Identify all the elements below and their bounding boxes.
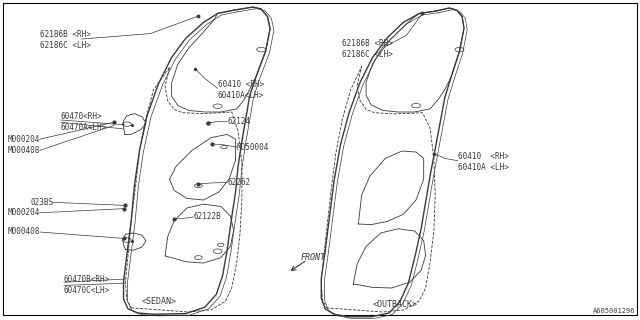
Text: 60410  <RH>
60410A <LH>: 60410 <RH> 60410A <LH> (458, 152, 508, 172)
Text: 023BS: 023BS (31, 198, 54, 207)
Text: 62186B <RH>
62186C <LH>: 62186B <RH> 62186C <LH> (40, 30, 90, 50)
Text: 60470B<RH>
60470C<LH>: 60470B<RH> 60470C<LH> (64, 275, 110, 295)
Text: M050004: M050004 (237, 143, 269, 152)
Text: 62186B <RH>
62186C <LH>: 62186B <RH> 62186C <LH> (342, 39, 393, 59)
Text: FRONT: FRONT (301, 253, 326, 262)
Text: <OUTBACK>: <OUTBACK> (373, 300, 418, 309)
Text: 62124: 62124 (227, 117, 250, 126)
Text: A605001296: A605001296 (593, 308, 635, 314)
Text: M000204: M000204 (8, 208, 40, 217)
Text: M000204: M000204 (8, 135, 40, 144)
Text: 60470<RH>
60470A<LH>: 60470<RH> 60470A<LH> (61, 112, 107, 132)
Text: M000408: M000408 (8, 228, 40, 236)
Text: <SEDAN>: <SEDAN> (141, 297, 176, 306)
Text: 62262: 62262 (227, 178, 250, 187)
Text: 60410 <RH>
60410A<LH>: 60410 <RH> 60410A<LH> (218, 80, 264, 100)
Text: M000408: M000408 (8, 146, 40, 155)
Text: 62122B: 62122B (193, 212, 221, 221)
